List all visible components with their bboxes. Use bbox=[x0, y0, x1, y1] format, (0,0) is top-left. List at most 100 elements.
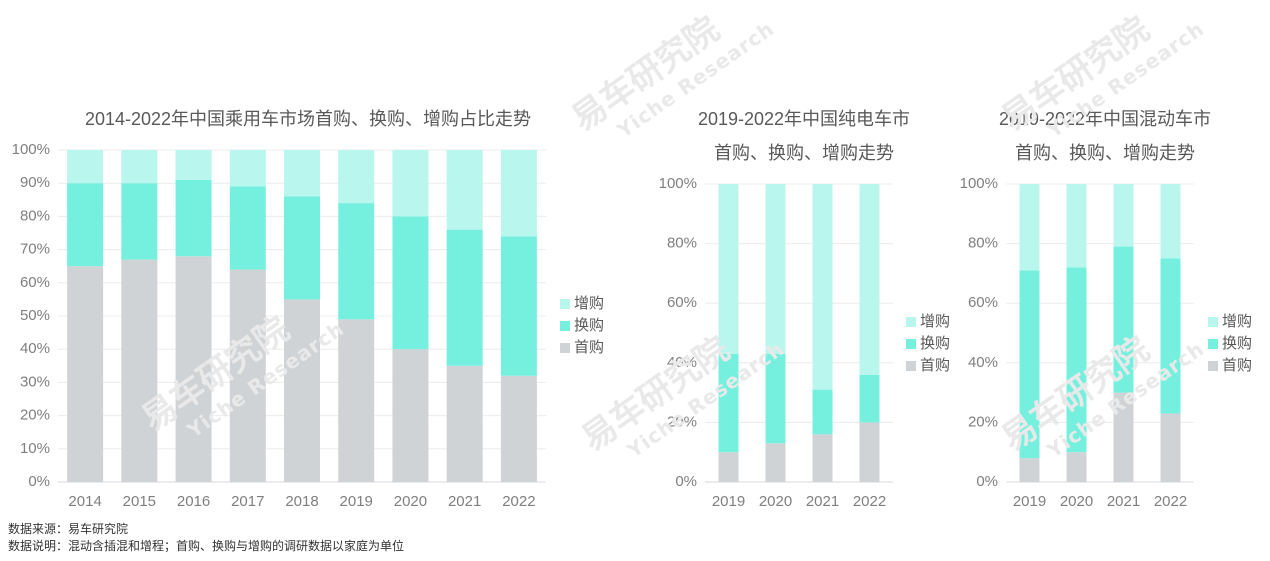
x-tick-label: 2016 bbox=[177, 493, 210, 510]
chart-1: 2014-2022年中国乘用车市场首购、换购、增购占比走势 0% 10% 20% 30%… bbox=[12, 109, 604, 510]
y-tick-label: 20% bbox=[968, 413, 998, 430]
y-tick-label: 60% bbox=[20, 274, 50, 291]
bar-换购-2019 bbox=[718, 353, 739, 453]
legend-label: 增购 bbox=[574, 295, 604, 312]
bar-换购-2016 bbox=[175, 179, 212, 257]
bar-首购-2015 bbox=[121, 259, 158, 482]
x-tick-label: 2019 bbox=[712, 493, 745, 510]
chart-title: 2014-2022年中国乘用车市场首购、换购、增购占比走势 bbox=[85, 109, 531, 129]
y-tick-label: 40% bbox=[20, 340, 50, 357]
data-note: 数据说明：混动含插混和增程；首购、换购与增购的调研数据以家庭为单位 bbox=[8, 539, 405, 553]
bar-首购-2019 bbox=[338, 319, 375, 482]
y-tick-label: 100% bbox=[960, 175, 998, 192]
bar-增购-2019 bbox=[718, 184, 739, 354]
legend-swatch-首购 bbox=[560, 343, 570, 353]
y-tick-label: 90% bbox=[20, 174, 50, 191]
legend-swatch-换购 bbox=[906, 339, 916, 349]
y-tick-label: 80% bbox=[667, 235, 697, 252]
bar-增购-2022 bbox=[500, 150, 537, 237]
legend-swatch-换购 bbox=[560, 321, 570, 331]
legend-swatch-换购 bbox=[1208, 339, 1218, 349]
bar-首购-2020 bbox=[1066, 452, 1087, 482]
bar-增购-2022 bbox=[859, 184, 880, 375]
bar-换购-2021 bbox=[1113, 246, 1134, 393]
x-tick-label: 2015 bbox=[123, 493, 156, 510]
legend-label: 首购 bbox=[1222, 357, 1252, 374]
legend-swatch-增购 bbox=[906, 317, 916, 327]
bar-首购-2021 bbox=[446, 365, 483, 482]
y-tick-label: 60% bbox=[968, 294, 998, 311]
bar-首购-2019 bbox=[1019, 458, 1040, 482]
bar-换购-2022 bbox=[500, 236, 537, 376]
x-tick-label: 2018 bbox=[285, 493, 318, 510]
bar-换购-2019 bbox=[338, 203, 375, 320]
y-tick-label: 30% bbox=[20, 373, 50, 390]
bar-增购-2020 bbox=[1066, 184, 1087, 268]
y-tick-label: 40% bbox=[968, 354, 998, 371]
bar-首购-2022 bbox=[1160, 413, 1181, 482]
bar-换购-2020 bbox=[392, 216, 429, 350]
x-tick-label: 2021 bbox=[448, 493, 481, 510]
y-tick-label: 50% bbox=[20, 307, 50, 324]
legend-swatch-增购 bbox=[560, 299, 570, 309]
bar-增购-2021 bbox=[446, 150, 483, 230]
x-tick-label: 2022 bbox=[502, 493, 535, 510]
y-tick-label: 20% bbox=[20, 407, 50, 424]
bar-首购-2014 bbox=[67, 266, 104, 482]
x-tick-label: 2019 bbox=[1013, 493, 1046, 510]
bar-首购-2020 bbox=[392, 349, 429, 482]
bar-换购-2014 bbox=[67, 183, 104, 267]
legend-label: 增购 bbox=[1222, 313, 1252, 330]
bar-增购-2021 bbox=[1113, 184, 1134, 247]
legend-swatch-首购 bbox=[906, 361, 916, 371]
bar-换购-2015 bbox=[121, 183, 158, 260]
y-tick-label: 70% bbox=[20, 241, 50, 258]
bar-首购-2018 bbox=[284, 299, 320, 482]
y-tick-label: 100% bbox=[659, 175, 697, 192]
y-tick-label: 60% bbox=[667, 294, 697, 311]
bar-增购-2020 bbox=[392, 150, 429, 217]
chart-title: 2019-2022年中国纯电车市 bbox=[698, 109, 910, 129]
x-tick-label: 2019 bbox=[340, 493, 373, 510]
x-tick-label: 2021 bbox=[806, 493, 839, 510]
legend-swatch-增购 bbox=[1208, 317, 1218, 327]
legend-label: 首购 bbox=[920, 357, 950, 374]
bar-换购-2021 bbox=[812, 389, 833, 435]
legend-label: 换购 bbox=[1222, 335, 1252, 352]
legend-label: 换购 bbox=[574, 317, 604, 334]
x-tick-label: 2022 bbox=[853, 493, 886, 510]
bar-增购-2022 bbox=[1160, 184, 1181, 259]
bar-增购-2020 bbox=[765, 184, 786, 354]
bar-增购-2021 bbox=[812, 184, 833, 390]
y-tick-label: 80% bbox=[968, 235, 998, 252]
bar-首购-2017 bbox=[229, 269, 266, 482]
bar-首购-2022 bbox=[859, 422, 880, 482]
y-tick-label: 0% bbox=[675, 473, 697, 490]
x-tick-label: 2020 bbox=[1060, 493, 1093, 510]
chart-title: 首购、换购、增购走势 bbox=[714, 143, 894, 163]
x-tick-label: 2022 bbox=[1154, 493, 1187, 510]
bar-首购-2022 bbox=[500, 375, 537, 482]
y-tick-label: 20% bbox=[667, 413, 697, 430]
bar-增购-2015 bbox=[121, 150, 158, 184]
legend-label: 换购 bbox=[920, 335, 950, 352]
bar-首购-2020 bbox=[765, 443, 786, 482]
bar-换购-2019 bbox=[1019, 270, 1040, 459]
x-tick-label: 2020 bbox=[759, 493, 792, 510]
bar-换购-2017 bbox=[229, 186, 266, 270]
legend-label: 首购 bbox=[574, 339, 604, 356]
bar-增购-2017 bbox=[229, 150, 266, 187]
chart-title: 首购、换购、增购走势 bbox=[1015, 143, 1195, 163]
y-tick-label: 100% bbox=[12, 141, 50, 158]
bar-首购-2021 bbox=[1113, 392, 1134, 482]
legend-label: 增购 bbox=[920, 313, 950, 330]
y-tick-label: 10% bbox=[20, 440, 50, 457]
bar-换购-2018 bbox=[284, 196, 320, 300]
y-tick-label: 40% bbox=[667, 354, 697, 371]
bar-增购-2019 bbox=[338, 150, 375, 204]
bar-增购-2014 bbox=[67, 150, 104, 184]
bar-增购-2018 bbox=[284, 150, 320, 197]
